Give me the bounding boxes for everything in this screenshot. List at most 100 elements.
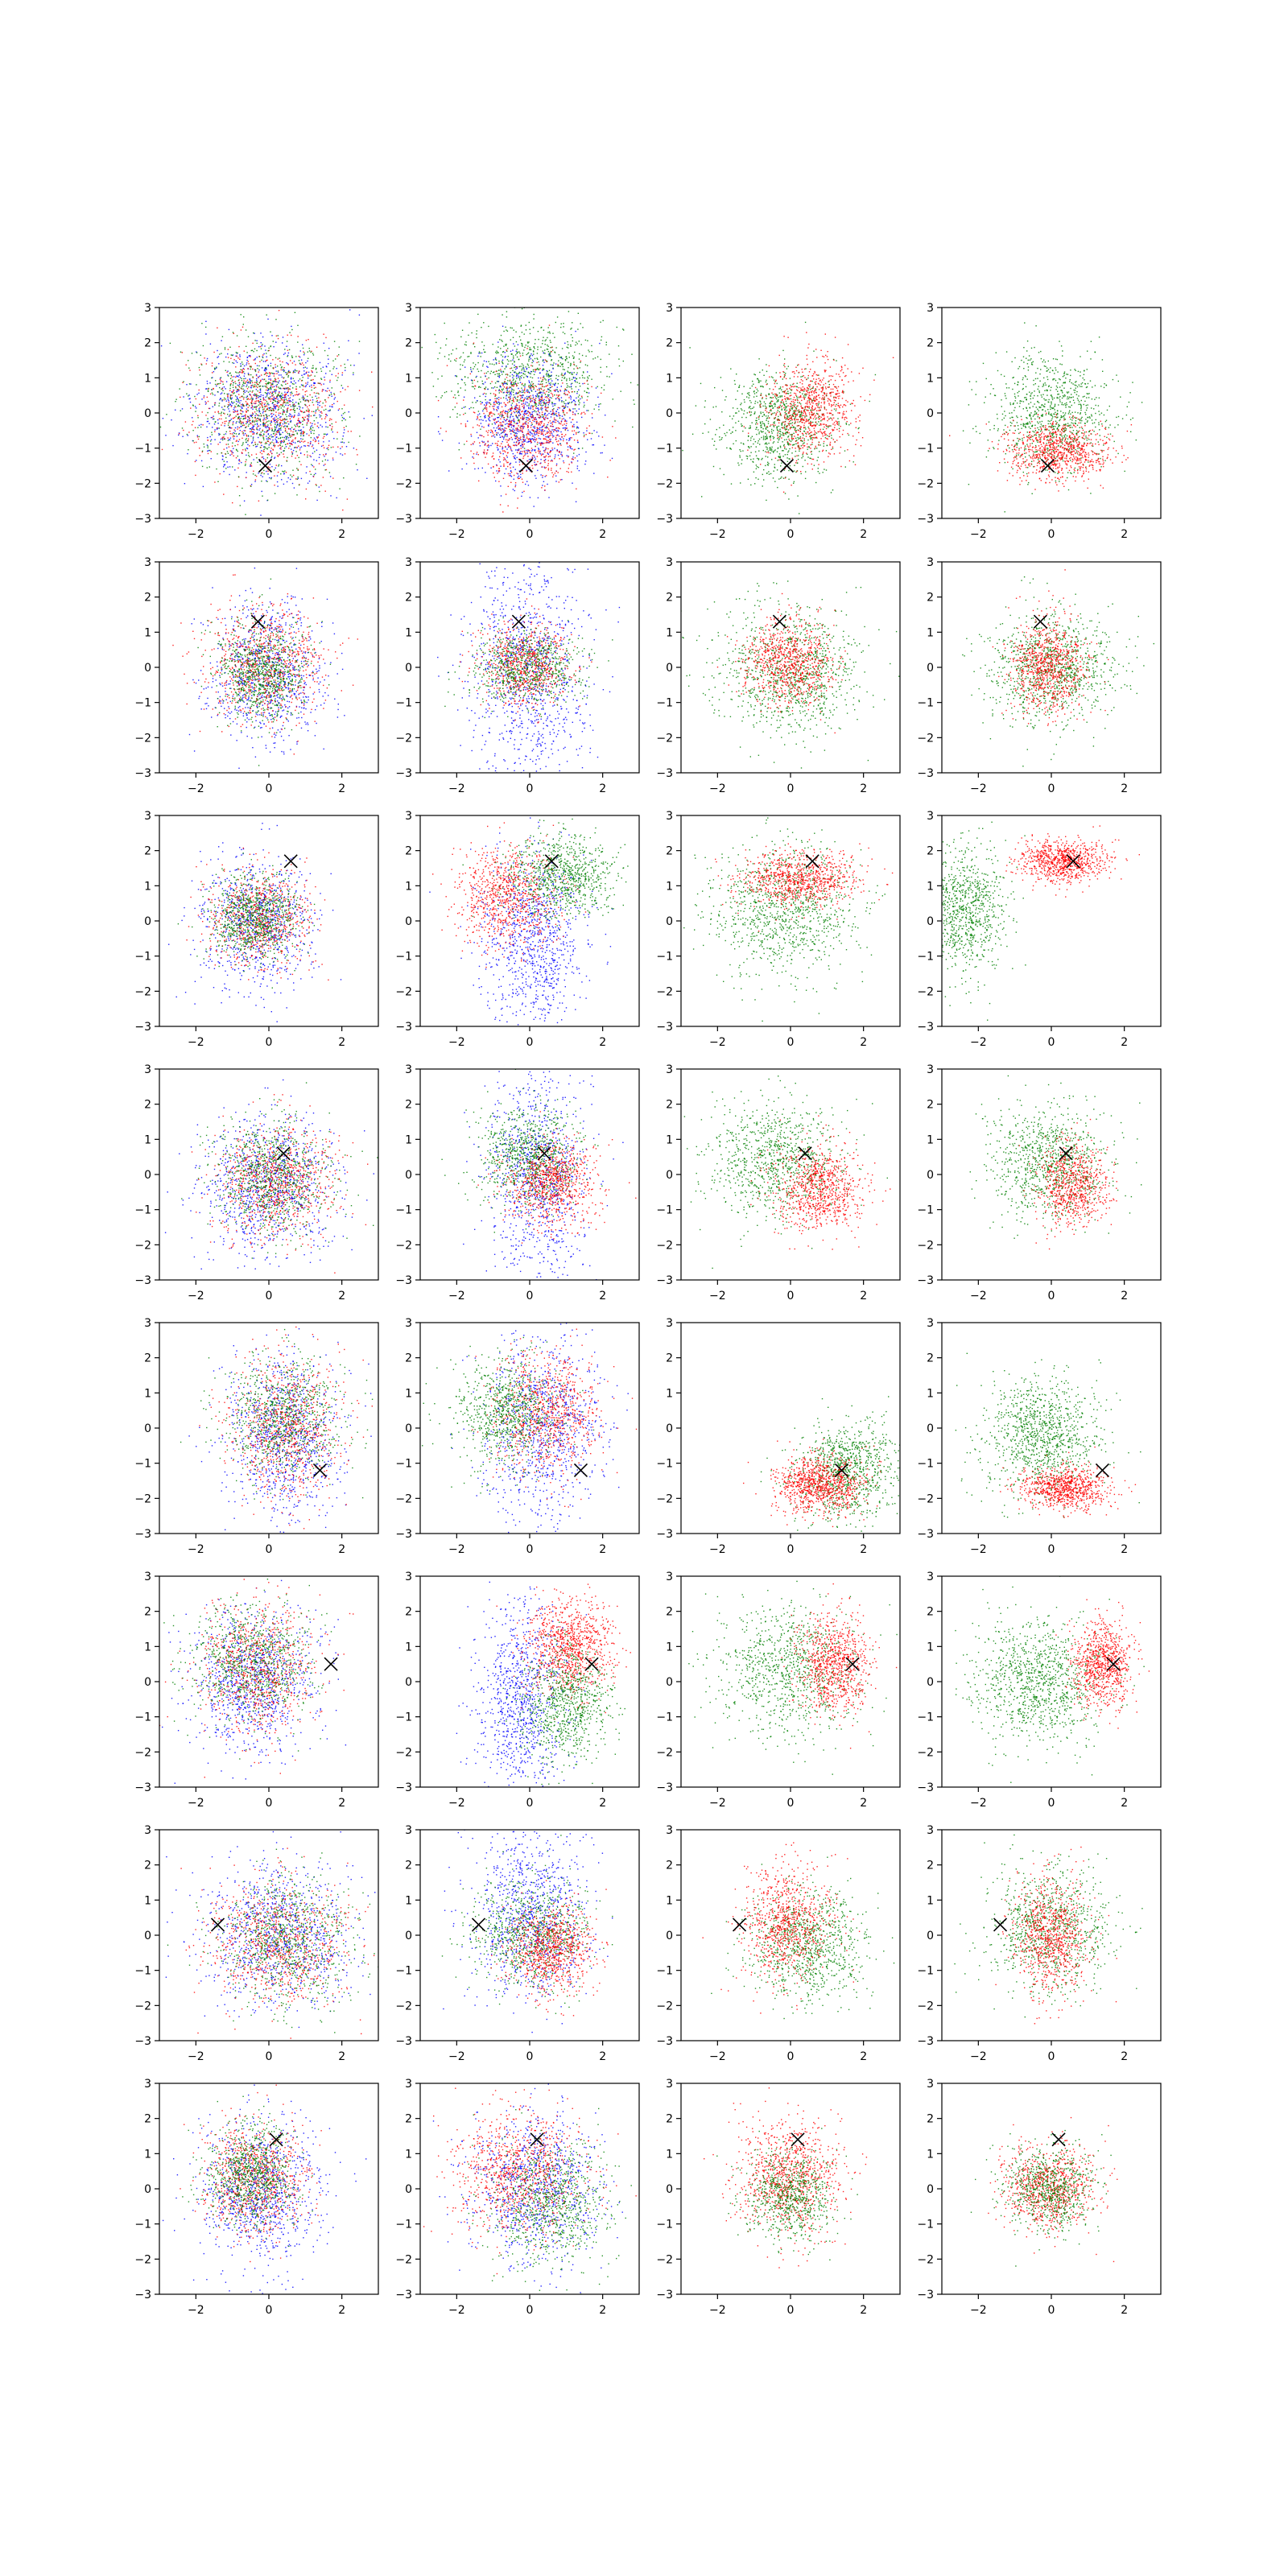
scatter-point bbox=[515, 449, 516, 450]
scatter-point bbox=[581, 396, 582, 397]
scatter-point bbox=[315, 387, 316, 388]
scatter-point bbox=[252, 424, 253, 425]
scatter-point bbox=[505, 446, 506, 447]
scatter-point bbox=[303, 367, 304, 368]
scatter-point bbox=[498, 376, 499, 377]
scatter-point bbox=[258, 395, 259, 396]
scatter-point bbox=[237, 385, 238, 386]
scatter-point bbox=[208, 423, 209, 424]
scatter-point bbox=[274, 375, 275, 376]
scatter-point bbox=[293, 434, 294, 435]
scatter-point bbox=[528, 385, 529, 386]
scatter-point bbox=[569, 445, 570, 446]
scatter-point bbox=[547, 385, 548, 386]
scatter-point bbox=[297, 408, 298, 409]
scatter-point bbox=[598, 409, 599, 410]
scatter-point bbox=[258, 365, 259, 366]
scatter-point bbox=[541, 442, 542, 443]
scatter-point bbox=[269, 477, 270, 478]
scatter-point bbox=[327, 448, 328, 449]
scatter-point bbox=[524, 415, 525, 416]
scatter-point bbox=[513, 343, 514, 344]
scatter-point bbox=[539, 384, 540, 385]
scatter-point bbox=[546, 374, 547, 375]
scatter-point bbox=[500, 386, 501, 387]
scatter-point bbox=[290, 410, 291, 411]
scatter-point bbox=[244, 351, 245, 352]
scatter-point bbox=[532, 433, 533, 434]
scatter-point bbox=[325, 390, 326, 391]
scatter-point bbox=[591, 379, 592, 380]
scatter-point bbox=[571, 437, 572, 438]
scatter-point bbox=[572, 456, 573, 457]
scatter-point bbox=[248, 392, 249, 393]
scatter-point bbox=[323, 367, 324, 368]
scatter-point bbox=[302, 362, 303, 363]
scatter-point bbox=[186, 384, 187, 385]
scatter-point bbox=[242, 442, 243, 443]
scatter-point bbox=[541, 407, 542, 408]
scatter-point bbox=[512, 360, 513, 361]
scatter-point bbox=[303, 398, 304, 399]
scatter-point bbox=[275, 381, 276, 382]
scatter-point bbox=[501, 335, 502, 336]
scatter-point bbox=[563, 366, 564, 367]
scatter-point bbox=[277, 384, 278, 385]
scatter-point bbox=[505, 344, 506, 345]
scatter-point bbox=[277, 398, 278, 399]
scatter-point bbox=[260, 421, 261, 422]
scatter-point bbox=[298, 430, 299, 431]
scatter-point bbox=[284, 388, 285, 389]
scatter-point bbox=[325, 373, 326, 374]
scatter-point bbox=[510, 414, 511, 415]
scatter-point bbox=[280, 445, 281, 446]
scatter-point bbox=[557, 397, 558, 398]
scatter-point bbox=[542, 386, 543, 387]
scatter-point bbox=[486, 452, 487, 453]
scatter-point bbox=[308, 411, 309, 412]
scatter-point bbox=[318, 443, 319, 444]
scatter-point bbox=[261, 445, 262, 446]
scatter-point bbox=[524, 333, 525, 334]
scatter-point bbox=[515, 461, 516, 462]
scatter-point bbox=[269, 375, 270, 376]
scatter-point bbox=[498, 417, 499, 418]
scatter-point bbox=[529, 359, 530, 360]
scatter-point bbox=[194, 396, 195, 397]
scatter-point bbox=[521, 496, 522, 497]
scatter-point bbox=[510, 421, 511, 422]
scatter-point bbox=[344, 429, 345, 430]
scatter-point bbox=[511, 353, 512, 354]
scatter-point bbox=[527, 418, 528, 419]
scatter-point bbox=[495, 359, 496, 360]
scatter-point bbox=[593, 430, 594, 431]
scatter-point bbox=[311, 474, 312, 475]
scatter-point bbox=[311, 374, 312, 375]
scatter-point bbox=[329, 472, 330, 473]
scatter-point bbox=[234, 469, 235, 470]
scatter-point bbox=[283, 456, 284, 457]
scatter-point bbox=[299, 386, 300, 387]
scatter-point bbox=[532, 384, 533, 385]
scatter-point bbox=[440, 397, 441, 398]
scatter-point bbox=[223, 493, 224, 494]
scatter-point bbox=[502, 360, 503, 361]
scatter-point bbox=[563, 440, 564, 441]
scatter-point bbox=[502, 429, 503, 430]
scatter-point bbox=[551, 380, 552, 381]
scatter-point bbox=[274, 397, 275, 398]
scatter-point bbox=[499, 377, 500, 378]
scatter-point bbox=[330, 410, 331, 411]
scatter-point bbox=[254, 475, 255, 476]
scatter-point bbox=[324, 399, 325, 400]
scatter-point bbox=[248, 374, 249, 375]
scatter-point bbox=[502, 411, 503, 412]
scatter-point bbox=[518, 448, 519, 449]
scatter-point bbox=[282, 446, 283, 447]
scatter-point bbox=[519, 410, 520, 411]
scatter-point bbox=[519, 420, 520, 421]
scatter-point bbox=[517, 412, 518, 413]
scatter-point bbox=[457, 383, 458, 384]
scatter-point bbox=[278, 438, 279, 439]
scatter-point bbox=[535, 411, 536, 412]
